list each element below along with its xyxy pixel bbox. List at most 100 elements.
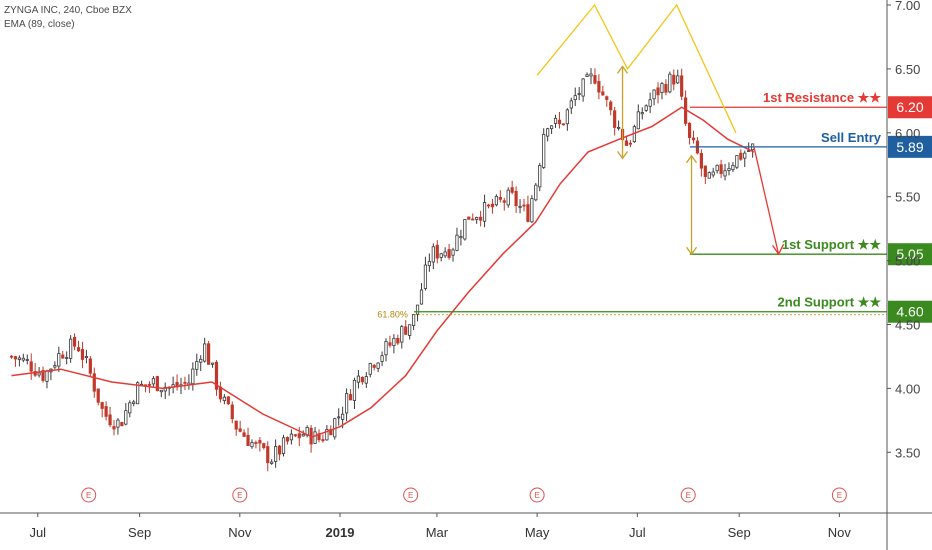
earnings-label: E (837, 491, 842, 500)
candle-body (412, 314, 416, 327)
candle-body (108, 414, 112, 426)
level-label: Sell Entry (821, 130, 882, 145)
candle-body (719, 164, 723, 175)
candle-body (183, 381, 187, 384)
candle-body (364, 376, 368, 384)
candle-body (636, 111, 640, 130)
candle-body (471, 218, 475, 221)
candle-body (672, 74, 676, 85)
candle-body (526, 204, 530, 222)
candle-body (482, 202, 487, 222)
candle-body (439, 253, 443, 258)
candle-body (739, 152, 743, 160)
candle-body (53, 365, 57, 368)
candle-body (96, 388, 100, 403)
candle-body (652, 89, 656, 100)
candle-body (352, 379, 357, 401)
candle-body (100, 402, 104, 409)
candle-body (344, 393, 349, 414)
candle-body (341, 413, 345, 420)
candle-body (502, 200, 506, 203)
candle-body (88, 358, 92, 374)
y-tick-label: 7.00 (895, 0, 920, 13)
candle-body (210, 362, 215, 365)
candle-body (376, 362, 380, 369)
candle-body (242, 432, 246, 437)
candle-body (644, 105, 648, 111)
candle-body (557, 119, 562, 125)
candle-body (423, 264, 428, 289)
candle-body (680, 75, 684, 97)
candle-body (301, 433, 305, 437)
candle-body (136, 382, 140, 405)
candle-body (538, 165, 542, 188)
candle-body (431, 246, 435, 263)
x-tick-label: Jul (629, 525, 646, 540)
candle-body (699, 153, 703, 169)
candle-body (510, 187, 514, 193)
earnings-label: E (534, 491, 539, 500)
earnings-label: E (408, 491, 413, 500)
earnings-icon (831, 487, 847, 503)
level-label: 1st Resistance ★★ (763, 90, 881, 105)
candle-body (29, 361, 33, 372)
candle-body (76, 347, 81, 352)
price-badge-text: 5.89 (896, 139, 923, 155)
candle-body (723, 170, 727, 177)
candle-body (475, 217, 479, 220)
candle-body (72, 336, 77, 347)
candle-body (605, 96, 609, 100)
candle-body (664, 84, 668, 93)
candle-body (404, 326, 408, 335)
candle-body (479, 216, 483, 221)
candle-body (660, 83, 664, 93)
candle-body (116, 419, 120, 428)
candle-body (360, 376, 364, 383)
candle-body (45, 370, 49, 382)
candle-body (565, 109, 569, 125)
candle-body (392, 337, 396, 347)
indicator-title: EMA (89, close) (4, 19, 75, 30)
candle-body (451, 249, 455, 256)
measure-arrow-head-up (617, 65, 629, 74)
candle-body (617, 126, 621, 129)
candle-body (581, 78, 585, 97)
earnings-label: E (86, 491, 91, 500)
candle-body (589, 73, 593, 77)
measure-arrow-head-up (686, 154, 698, 164)
candle-body (384, 341, 388, 356)
candle-body (506, 189, 510, 206)
candle-body (735, 155, 739, 168)
candle-body (368, 363, 372, 375)
candle-body (37, 372, 41, 376)
candle-body (21, 357, 25, 361)
candle-body (195, 361, 199, 370)
candle-body (17, 357, 21, 360)
y-tick-label: 4.50 (895, 318, 920, 333)
candle-body (597, 81, 601, 93)
candle-body (124, 410, 128, 425)
candle-body (356, 375, 361, 383)
y-tick-label: 6.50 (895, 62, 920, 77)
candle-body (104, 406, 108, 417)
candle-body (534, 184, 538, 201)
candle-body (317, 433, 321, 441)
candle-body (707, 172, 711, 179)
candle-body (743, 152, 747, 159)
projection-arrow (753, 146, 780, 255)
candle-body (640, 112, 644, 115)
earnings-icon (403, 487, 419, 503)
candle-body (207, 343, 211, 365)
candle-body (80, 349, 85, 360)
candle-body (321, 439, 325, 442)
candle-body (238, 428, 242, 432)
candle-body (727, 167, 731, 171)
candle-body (400, 326, 404, 343)
price-badge (888, 300, 932, 323)
candle-body (266, 446, 270, 464)
candle-body (337, 416, 341, 419)
candle-body (419, 289, 424, 305)
level-label: 2nd Support ★★ (778, 295, 882, 310)
